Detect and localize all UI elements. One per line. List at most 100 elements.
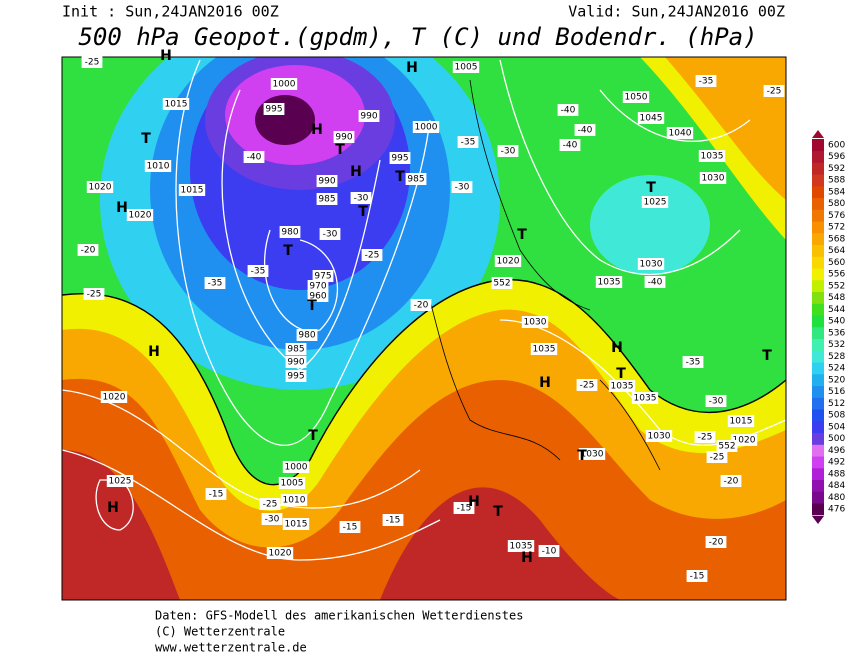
label-box	[497, 145, 519, 157]
colorbar-label: 544	[828, 305, 845, 315]
pressure-center: T	[335, 142, 345, 158]
pressure-center: H	[539, 375, 551, 391]
colorbar-swatch	[812, 362, 824, 375]
label-box	[557, 104, 579, 116]
footer-source: Daten: GFS-Modell des amerikanischen Wet…	[155, 609, 523, 623]
map-label: 960	[309, 292, 326, 302]
colorbar-swatch	[812, 432, 824, 445]
label-box	[457, 136, 479, 148]
label-box	[126, 209, 154, 221]
isobar	[499, 59, 741, 276]
label-box	[730, 434, 758, 446]
map-label: 1045	[640, 114, 663, 124]
map-label: -35	[208, 279, 223, 289]
label-box	[247, 265, 269, 277]
label-box	[644, 276, 666, 288]
label-box	[316, 193, 338, 205]
map-label: -15	[343, 523, 358, 533]
map-label: -25	[263, 500, 278, 510]
map-label: 970	[309, 282, 326, 292]
colorbar-swatch	[812, 209, 824, 222]
label-box	[637, 258, 665, 270]
pressure-center: T	[358, 204, 368, 220]
label-box	[622, 91, 650, 103]
map-label: 1015	[285, 520, 308, 530]
map-label: 1035	[634, 394, 657, 404]
label-box	[698, 150, 726, 162]
label-box	[576, 379, 598, 391]
colorbar-swatch	[812, 162, 824, 175]
label-box	[339, 521, 361, 533]
map-label: 1020	[103, 393, 126, 403]
label-box	[716, 440, 738, 452]
map-label: 1040	[669, 129, 692, 139]
colorbar-swatch	[812, 350, 824, 363]
map-label: -25	[767, 87, 782, 97]
colorbar-swatch	[812, 174, 824, 187]
pressure-center: T	[283, 243, 293, 259]
label-box	[405, 173, 427, 185]
pressure-center: T	[577, 448, 587, 464]
map-label: -35	[461, 138, 476, 148]
label-box	[279, 226, 301, 238]
label-box	[574, 124, 596, 136]
map-label: 1035	[510, 542, 533, 552]
label-box	[699, 172, 727, 184]
colorbar-swatch	[812, 197, 824, 210]
map-label: -30	[709, 397, 724, 407]
map-label: 552	[493, 279, 510, 289]
map-label: 1035	[533, 345, 556, 355]
label-box	[263, 103, 285, 115]
colorbar-swatch	[812, 280, 824, 293]
pressure-center: H	[521, 550, 533, 566]
pressure-center: T	[517, 227, 527, 243]
pressure-center: H	[350, 164, 362, 180]
colorbar-swatch	[812, 409, 824, 422]
map-label: 1030	[640, 260, 663, 270]
colorbar-label: 512	[828, 399, 845, 409]
colorbar-label: 588	[828, 176, 845, 186]
colorbar-swatch	[812, 139, 824, 152]
map-label: 1020	[89, 183, 112, 193]
label-box	[280, 494, 308, 506]
map-label: -40	[563, 141, 578, 151]
colorbar-arrow	[812, 516, 824, 524]
label-box	[705, 536, 727, 548]
label-box	[412, 121, 440, 133]
colorbar: 4764804844884924965005045085125165205245…	[812, 130, 845, 524]
map-label: -20	[414, 301, 429, 311]
colorbar-swatch	[812, 421, 824, 434]
pressure-center: H	[160, 48, 172, 64]
map-label: -25	[85, 58, 100, 68]
pressure-center: T	[308, 428, 318, 444]
map-frame	[61, 56, 787, 601]
map-label: -30	[501, 147, 516, 157]
map-label: -30	[323, 230, 338, 240]
label-box	[491, 277, 513, 289]
map-label: 1005	[455, 63, 478, 73]
pressure-center: T	[646, 180, 656, 196]
colorbar-label: 504	[828, 422, 845, 432]
pressure-center: H	[468, 494, 480, 510]
map-label: 1010	[283, 496, 306, 506]
map-label: -40	[247, 153, 262, 163]
field-region	[665, 57, 786, 200]
field-region	[590, 175, 710, 275]
colorbar-label: 596	[828, 152, 845, 162]
contour-552	[62, 278, 786, 486]
colorbar-swatch	[812, 186, 824, 199]
map-label: -20	[709, 538, 724, 548]
footer-url: www.wetterzentrale.de	[155, 641, 307, 655]
map-label: 1025	[644, 198, 667, 208]
label-box	[451, 181, 473, 193]
map-label: -35	[686, 358, 701, 368]
label-box	[261, 513, 283, 525]
colorbar-swatch	[812, 503, 824, 516]
map-label: 1000	[415, 123, 438, 133]
label-box	[358, 110, 380, 122]
map-label: -35	[251, 267, 266, 277]
colorbar-swatch	[812, 256, 824, 269]
map-label: -15	[457, 504, 472, 514]
colorbar-label: 500	[828, 434, 845, 444]
map-label: 990	[318, 177, 335, 187]
